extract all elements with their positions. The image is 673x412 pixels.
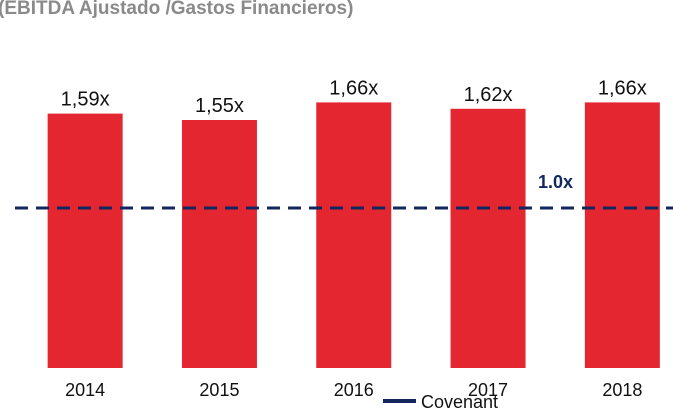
- value-label: 1,62x: [464, 84, 513, 106]
- x-tick-label: 2014: [65, 380, 105, 400]
- bar: [47, 113, 123, 368]
- bar: [450, 108, 526, 369]
- x-tick-label: 2016: [334, 380, 374, 400]
- value-label: 1,55x: [195, 95, 244, 117]
- value-label: 1,59x: [61, 89, 110, 111]
- chart-title: (EBITDA Ajustado /Gastos Financieros): [0, 0, 353, 19]
- x-tick-label: 2017: [468, 380, 508, 400]
- bar: [584, 102, 660, 369]
- covenant-label: 1.0x: [538, 172, 573, 192]
- x-tick-label: 2018: [602, 380, 642, 400]
- value-label: 1,66x: [598, 77, 647, 99]
- x-tick-label: 2015: [199, 380, 239, 400]
- bar: [316, 102, 392, 369]
- bar: [181, 120, 257, 368]
- legend-label: Covenant: [421, 392, 498, 412]
- value-label: 1,66x: [329, 77, 378, 99]
